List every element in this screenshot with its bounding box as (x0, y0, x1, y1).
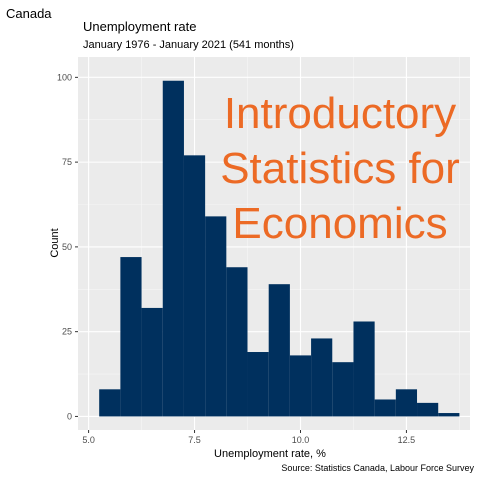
histogram-bar (289, 355, 312, 417)
histogram-bar (162, 80, 184, 417)
chart-subtitle: January 1976 - January 2021 (541 months) (83, 39, 294, 51)
histogram-bar (268, 284, 290, 417)
histogram-bar (353, 321, 375, 417)
histogram-bar (141, 307, 163, 417)
x-tick-label: 7.5 (188, 435, 201, 445)
histogram-bar (438, 413, 460, 417)
chart-title: Unemployment rate (83, 19, 197, 34)
histogram-bar (205, 216, 227, 417)
histogram-bar (311, 338, 333, 417)
source-note: Source: Statistics Canada, Labour Force … (281, 463, 474, 473)
y-tick-label: 75 (62, 157, 72, 167)
histogram-bar (183, 155, 206, 417)
y-tick-label: 0 (67, 411, 72, 421)
histogram-bar (395, 389, 418, 417)
y-axis-label: Count (49, 228, 61, 258)
x-tick-label: 10.0 (292, 435, 310, 445)
histogram-bar (374, 399, 396, 417)
y-tick-label: 25 (62, 327, 72, 337)
histogram-bar (226, 267, 248, 417)
y-tick-label: 50 (62, 242, 72, 252)
histogram-bar (332, 362, 354, 417)
histogram-bar (417, 402, 439, 417)
histogram-bar (247, 352, 269, 417)
country-label: Canada (6, 6, 52, 21)
x-tick-label: 5.0 (82, 435, 95, 445)
y-tick-label: 100 (57, 72, 72, 82)
x-axis-label: Unemployment rate, % (214, 448, 326, 460)
histogram-bar (99, 389, 121, 417)
histogram-bar (120, 257, 142, 417)
x-tick-label: 12.5 (398, 435, 416, 445)
